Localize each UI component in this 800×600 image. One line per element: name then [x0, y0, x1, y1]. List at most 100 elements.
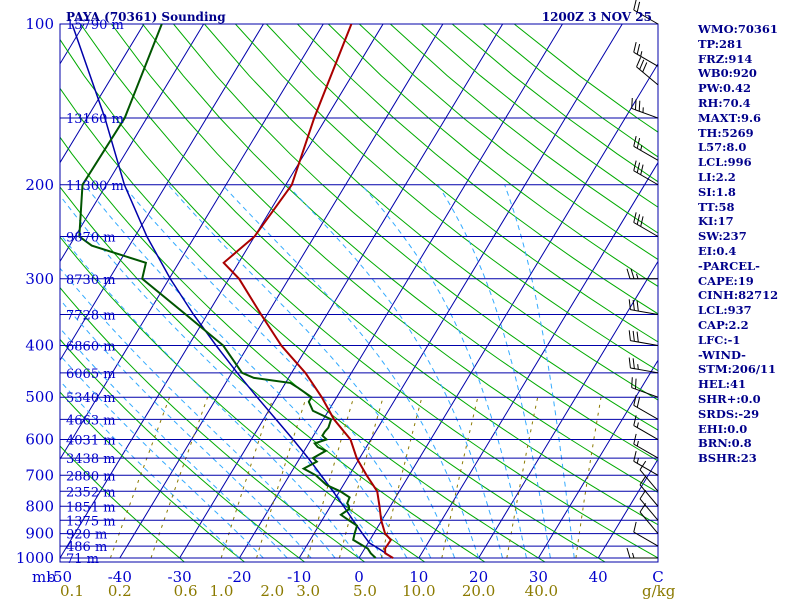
wind-barb: [639, 460, 659, 492]
wind-barb: [633, 395, 659, 420]
stability-index-item: CAP:2.2: [698, 317, 749, 332]
stability-index-item: TH:5269: [698, 125, 754, 140]
dry-adiabat-line: [297, 24, 658, 315]
height-label: 486 m: [66, 540, 107, 555]
chart-station-title: PAYA (70361) Sounding: [66, 10, 226, 24]
pressure-tick-label: 500: [25, 388, 54, 406]
height-label: 5340 m: [66, 391, 116, 406]
dry-adiabat-line: [111, 24, 658, 493]
isotherm-line: [298, 24, 623, 559]
height-label: 6065 m: [66, 367, 116, 382]
wind-barb: [631, 377, 659, 398]
dry-adiabat-line: [327, 24, 658, 287]
stability-index-item: SHR+:0.0: [698, 391, 761, 406]
pressure-tick-label: 400: [25, 337, 54, 355]
dry-adiabats: [60, 24, 658, 562]
dewpoint-line: [78, 24, 377, 559]
stability-index-item: EI:0.4: [698, 243, 737, 258]
wind-barb: [628, 299, 659, 316]
stability-index-item: MAXT:9.6: [698, 110, 761, 125]
mixing-ratio-tick-label: 1.0: [210, 582, 234, 600]
mixing-ratio-tick-label: 20.0: [462, 582, 495, 600]
wind-barb: [633, 433, 659, 459]
moist-adiabat-line: [60, 354, 264, 559]
pressure-unit-label: mb: [32, 568, 56, 586]
mixing-ratio-unit-label: g/kg: [642, 582, 676, 600]
height-label: 4663 m: [66, 413, 116, 428]
isotherm-line: [238, 24, 563, 559]
stability-index-item: SRDS:-29: [698, 406, 760, 421]
wind-barb: [628, 357, 659, 374]
dry-adiabat-line: [60, 186, 486, 562]
temperature-line: [222, 24, 394, 559]
pressure-tick-label: 300: [25, 270, 54, 288]
stability-index-item: L57:8.0: [698, 140, 747, 155]
stability-indices-list: WMO:70361 TP:281 FRZ:914 WB0:920 PW:0.42 RH:7…: [698, 22, 798, 466]
stability-index-item: LCL:996: [698, 155, 752, 170]
mixing-ratio-line: [338, 397, 384, 559]
mixing-ratio-line: [256, 397, 307, 559]
pressure-tick-label: 200: [25, 176, 54, 194]
wind-barb: [633, 42, 659, 67]
dry-adiabat-line: [60, 391, 246, 562]
mixing-ratio-tick-label: 40.0: [525, 582, 558, 600]
height-label: 1851 m: [66, 500, 116, 515]
temperature-tick-label: 0: [354, 568, 364, 586]
wind-barb: [633, 212, 659, 237]
pressure-tick-label: 800: [25, 497, 54, 515]
stability-index-item: RH:70.4: [698, 95, 751, 110]
isotherm-line: [358, 62, 658, 559]
isotherm-line: [60, 24, 145, 164]
chart-time-title: 1200Z 3 NOV 25: [542, 10, 652, 24]
stability-index-item: -WIND-: [698, 347, 746, 362]
dry-adiabat-line: [80, 24, 658, 526]
dry-adiabat-line: [235, 24, 658, 372]
pressure-tick-label: 100: [25, 15, 54, 33]
dry-adiabat-line: [60, 236, 426, 562]
temperature-tick-label: -40: [108, 568, 132, 586]
wind-barb: [633, 0, 659, 25]
height-label: 4031 m: [66, 434, 116, 449]
stability-index-item: BRN:0.8: [698, 436, 752, 451]
dry-adiabat-line: [266, 24, 658, 343]
moist-adiabat-line: [60, 327, 288, 559]
temperature-tick-label: -20: [227, 568, 251, 586]
plot-frame: [59, 23, 659, 563]
mixing-ratio-tick-label: 0.2: [108, 582, 132, 600]
stability-index-item: LCL:937: [698, 303, 752, 318]
mixing-ratio-lines: [109, 397, 602, 559]
wind-barb: [633, 136, 659, 161]
stability-index-item: FRZ:914: [698, 51, 753, 66]
stability-index-item: CINH:82712: [698, 288, 779, 303]
isotherm-line: [60, 24, 205, 263]
wind-barb: [626, 268, 658, 280]
height-label: 11300 m: [66, 179, 124, 194]
height-label: 15790 m: [66, 18, 124, 33]
isotherm-line: [60, 24, 264, 362]
dry-adiabat-line: [358, 24, 658, 261]
temperature-tick-label: 20: [469, 568, 488, 586]
mixing-ratio-tick-label: 0.6: [174, 582, 198, 600]
stability-index-item: HEL:41: [698, 377, 746, 392]
stability-index-item: PW:0.42: [698, 81, 752, 96]
mixing-ratio-line: [307, 397, 355, 559]
stability-index-item: EHI:0.0: [698, 421, 748, 436]
pressure-tick-label: 700: [25, 466, 54, 484]
dry-adiabat-line: [60, 445, 186, 562]
wind-barb: [639, 489, 659, 521]
wind-barb: [633, 160, 659, 186]
dry-adiabat-line: [60, 87, 607, 562]
stability-index-item: SW:237: [698, 229, 747, 244]
pressure-tick-label: 600: [25, 431, 54, 449]
isotherm-line: [179, 24, 504, 559]
height-label: 13160 m: [66, 112, 124, 127]
wind-barb: [633, 451, 659, 476]
mixing-ratio-tick-label: 10.0: [402, 582, 435, 600]
temperature-tick-label: -10: [287, 568, 311, 586]
isotherm-line: [418, 161, 658, 559]
stability-index-item: TT:58: [698, 199, 735, 214]
isotherm-line: [537, 359, 658, 559]
temperature-tick-label: 30: [529, 568, 548, 586]
